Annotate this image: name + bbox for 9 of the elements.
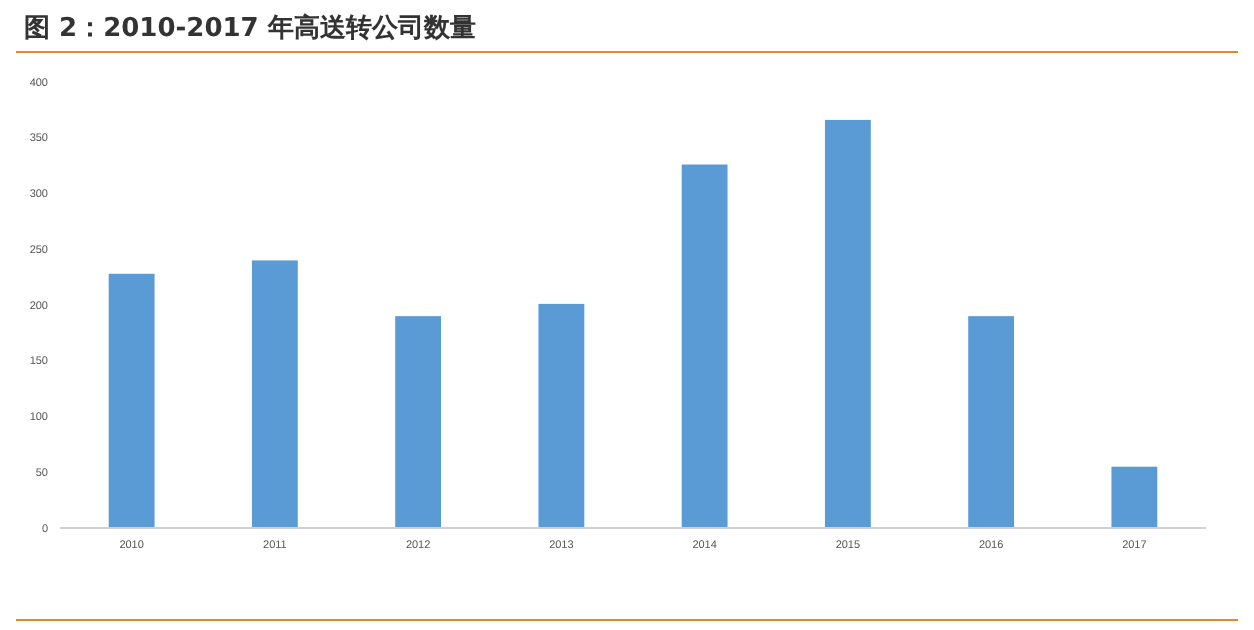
bar [538, 303, 585, 528]
bar [824, 119, 871, 528]
chart-title: 图 2：2010-2017 年高送转公司数量 [24, 12, 476, 44]
bar [395, 316, 442, 528]
bar [681, 164, 728, 528]
bar [251, 260, 298, 528]
bar [968, 316, 1015, 528]
bar [108, 273, 155, 528]
bar [1111, 466, 1158, 528]
